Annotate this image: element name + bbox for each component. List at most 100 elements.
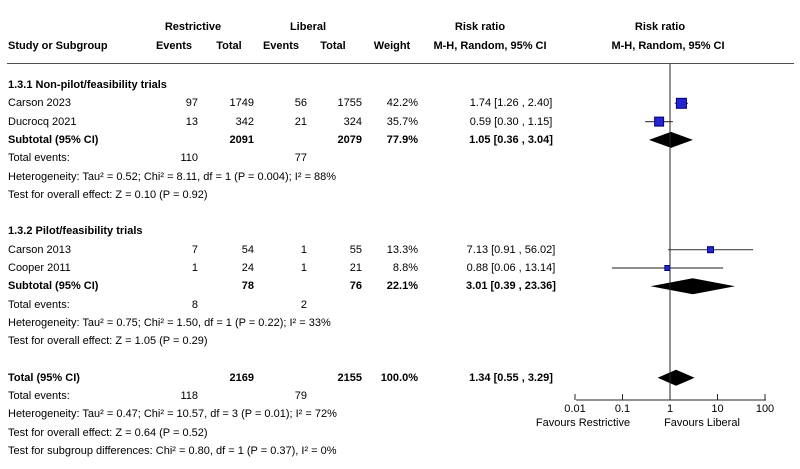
events-restrictive-cell: 13 bbox=[185, 115, 198, 128]
row-label: Total (95% CI) bbox=[8, 371, 80, 384]
total-restrictive-cell: 342 bbox=[235, 115, 254, 128]
total-liberal-cell: 324 bbox=[343, 115, 362, 128]
weight-cell: 100.0% bbox=[380, 371, 418, 384]
col-header-total-liberal: Total bbox=[320, 40, 346, 52]
axis-tick-label: 100 bbox=[755, 403, 775, 415]
row-label: Heterogeneity: Tau² = 0.47; Chi² = 10.57… bbox=[8, 408, 337, 421]
group-header-liberal: Liberal bbox=[289, 21, 327, 33]
favours-left-label: Favours Restrictive bbox=[535, 417, 631, 429]
effect-column-title: Risk ratio bbox=[454, 21, 506, 33]
events-liberal-cell: 77 bbox=[294, 152, 307, 165]
row-label: Test for overall effect: Z = 1.05 (P = 0… bbox=[8, 335, 208, 348]
study-label: Carson 2023 bbox=[8, 97, 71, 110]
table-row-subgroup: 1.3.2 Pilot/feasibility trials bbox=[0, 222, 800, 240]
total-restrictive-cell: 54 bbox=[241, 243, 254, 256]
events-liberal-cell: 79 bbox=[294, 390, 307, 403]
row-label: Subtotal (95% CI) bbox=[8, 280, 99, 293]
study-marker bbox=[654, 116, 665, 127]
table-row-events: Total events: 118 79 bbox=[0, 387, 800, 405]
group-header-restrictive: Restrictive bbox=[164, 21, 222, 33]
events-liberal-cell: 2 bbox=[300, 298, 307, 311]
row-label: Heterogeneity: Tau² = 0.75; Chi² = 1.50,… bbox=[8, 316, 331, 329]
events-liberal-cell: 1 bbox=[300, 262, 307, 274]
col-header-events-restrictive: Events bbox=[155, 40, 193, 52]
weight-cell: 22.1% bbox=[386, 280, 418, 293]
events-liberal-cell: 21 bbox=[294, 115, 307, 128]
events-restrictive-cell: 118 bbox=[180, 390, 198, 403]
table-row-study: Ducrocq 2021 13 342 21 324 35.7% 0.59 [0.30 , … bbox=[0, 113, 800, 131]
row-label: 1.3.2 Pilot/feasibility trials bbox=[8, 225, 143, 238]
col-header-total-restrictive: Total bbox=[216, 40, 242, 52]
total-restrictive-cell: 24 bbox=[241, 262, 254, 274]
ci-text-cell: 7.13 [0.91 , 56.02] bbox=[466, 243, 556, 256]
effect-column-subtitle: M-H, Random, 95% CI bbox=[433, 40, 547, 52]
ci-text-cell: 0.59 [0.30 , 1.15] bbox=[469, 115, 553, 128]
axis-tick-label: 10 bbox=[711, 403, 724, 415]
header-divider bbox=[7, 63, 794, 64]
table-row-note: Heterogeneity: Tau² = 0.75; Chi² = 1.50,… bbox=[0, 314, 800, 332]
pooled-diamond bbox=[657, 369, 695, 386]
weight-cell: 8.8% bbox=[392, 262, 418, 274]
ci-text-cell: 0.88 [0.06 , 13.14] bbox=[466, 262, 556, 274]
total-liberal-cell: 1755 bbox=[337, 97, 362, 110]
table-row-note: Test for overall effect: Z = 0.64 (P = 0… bbox=[0, 424, 800, 442]
total-liberal-cell: 76 bbox=[349, 280, 362, 293]
total-liberal-cell: 21 bbox=[349, 262, 362, 274]
table-row-events: Total events: 8 2 bbox=[0, 296, 800, 314]
ci-text-cell: 1.74 [1.26 , 2.40] bbox=[469, 97, 553, 110]
row-label: Test for subgroup differences: Chi² = 0.… bbox=[8, 445, 337, 457]
row-label: Total events: bbox=[8, 298, 70, 311]
axis-tick-label: 1 bbox=[666, 403, 674, 415]
table-row-study: Carson 2013 7 54 1 55 13.3% 7.13 [0.91 , 56.02… bbox=[0, 241, 800, 259]
axis-tick-label: 0.1 bbox=[614, 403, 631, 415]
total-liberal-cell: 55 bbox=[349, 243, 362, 256]
events-liberal-cell: 56 bbox=[294, 97, 307, 110]
table-row-note: Test for subgroup differences: Chi² = 0.… bbox=[0, 442, 800, 460]
events-restrictive-cell: 7 bbox=[191, 243, 198, 256]
row-label: Test for overall effect: Z = 0.10 (P = 0… bbox=[8, 188, 208, 201]
row-label: Subtotal (95% CI) bbox=[8, 133, 99, 146]
ci-text-cell: 1.34 [0.55 , 3.29] bbox=[469, 371, 553, 384]
pooled-diamond bbox=[650, 278, 736, 295]
study-marker bbox=[664, 265, 671, 271]
pooled-diamond bbox=[648, 131, 693, 148]
table-row-note: Heterogeneity: Tau² = 0.47; Chi² = 10.57… bbox=[0, 405, 800, 423]
events-restrictive-cell: 97 bbox=[185, 97, 198, 110]
table-row-study: Cooper 2011 1 24 1 21 8.8% 0.88 [0.06 , 13.14] bbox=[0, 259, 800, 277]
row-label: Total events: bbox=[8, 152, 70, 165]
plot-column-title: Risk ratio bbox=[634, 21, 686, 33]
table-row-note: Test for overall effect: Z = 0.10 (P = 0… bbox=[0, 186, 800, 204]
total-restrictive-cell: 2091 bbox=[229, 133, 254, 146]
favours-right-label: Favours Liberal bbox=[664, 417, 740, 429]
events-restrictive-cell: 8 bbox=[191, 298, 198, 311]
study-marker bbox=[675, 97, 687, 109]
events-liberal-cell: 1 bbox=[300, 243, 307, 256]
axis-tick-label: 0.01 bbox=[564, 403, 586, 415]
total-liberal-cell: 2155 bbox=[337, 371, 362, 384]
total-liberal-cell: 2079 bbox=[337, 133, 362, 146]
col-header-weight: Weight bbox=[373, 40, 411, 52]
table-row-events: Total events: 110 77 bbox=[0, 149, 800, 167]
plot-column-subtitle: M-H, Random, 95% CI bbox=[611, 40, 725, 52]
row-label: Test for overall effect: Z = 0.64 (P = 0… bbox=[8, 426, 208, 439]
col-header-events-liberal: Events bbox=[262, 40, 300, 52]
table-row-subtotal: Subtotal (95% CI) 2091 2079 77.9% 1.05 [0.36… bbox=[0, 131, 800, 149]
ci-text-cell: 3.01 [0.39 , 23.36] bbox=[466, 280, 556, 293]
study-label: Ducrocq 2021 bbox=[8, 115, 77, 128]
row-label: 1.3.1 Non-pilot/feasibility trials bbox=[8, 79, 167, 91]
row-label: Total events: bbox=[8, 390, 70, 403]
total-restrictive-cell: 1749 bbox=[229, 97, 254, 110]
study-label: Cooper 2011 bbox=[8, 262, 71, 274]
total-restrictive-cell: 78 bbox=[241, 280, 254, 293]
col-header-study: Study or Subgroup bbox=[8, 40, 108, 52]
weight-cell: 77.9% bbox=[386, 133, 418, 146]
total-restrictive-cell: 2169 bbox=[229, 371, 254, 384]
events-restrictive-cell: 110 bbox=[180, 152, 198, 165]
table-row-subgroup: 1.3.1 Non-pilot/feasibility trials bbox=[0, 76, 800, 94]
ci-text-cell: 1.05 [0.36 , 3.04] bbox=[469, 133, 553, 146]
table-row-study: Carson 2023 97 1749 56 1755 42.2% 1.74 [1.26 ,… bbox=[0, 94, 800, 112]
weight-cell: 42.2% bbox=[386, 97, 418, 110]
weight-cell: 35.7% bbox=[386, 115, 418, 128]
